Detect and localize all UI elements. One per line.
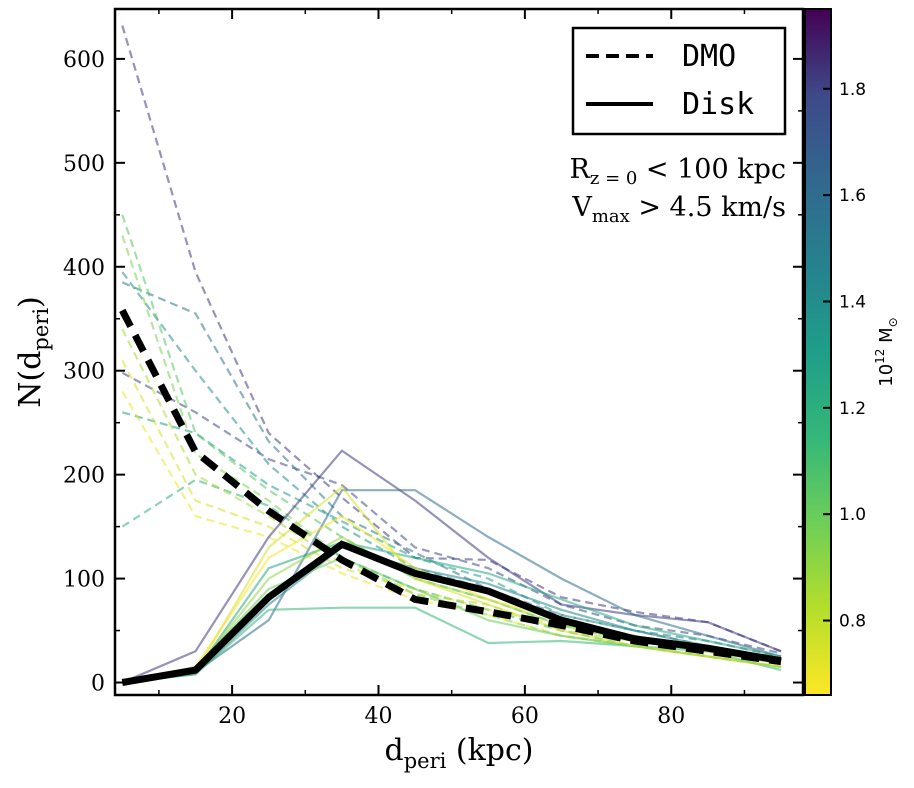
annotation-radius-cut: Rz = 0 < 100 kpc bbox=[570, 154, 786, 189]
x-tick-label: 20 bbox=[218, 704, 246, 729]
colorbar-tick-label: 1.4 bbox=[839, 292, 866, 312]
x-tick-label: 60 bbox=[511, 704, 539, 729]
x-axis-label: dperi (kpc) bbox=[385, 733, 534, 773]
y-tick-label: 500 bbox=[63, 152, 105, 177]
x-tick-label: 40 bbox=[364, 704, 392, 729]
mean-line-disk bbox=[121, 540, 782, 686]
colorbar-tick-label: 0.8 bbox=[839, 612, 866, 632]
colorbar-tick-label: 1.2 bbox=[839, 399, 866, 419]
y-tick-label: 200 bbox=[63, 464, 105, 489]
legend-box bbox=[571, 26, 787, 136]
colorbar-ticks: 0.8 1.0 1.2 1.4 1.6 1.8 bbox=[823, 80, 866, 632]
colorbar-tick-label: 1.6 bbox=[839, 186, 866, 206]
legend: DMO Disk bbox=[571, 26, 787, 136]
mean-lines bbox=[119, 308, 782, 686]
series-line-solid-11 bbox=[121, 449, 782, 684]
colorbar-gradient bbox=[804, 8, 832, 696]
mean-line-dmo bbox=[119, 308, 782, 666]
colorbar-label: 1012 M⊙ bbox=[873, 317, 900, 387]
plot-frame bbox=[113, 7, 805, 697]
y-axis-label: N(dperi) bbox=[13, 296, 53, 408]
series-line-dashed-9 bbox=[121, 359, 782, 665]
colorbar-tick-label: 1.0 bbox=[839, 505, 866, 525]
y-tick-label: 100 bbox=[63, 568, 105, 593]
series-line-solid-12 bbox=[122, 489, 782, 684]
y-axis-ticks: 0 100 200 300 400 500 600 bbox=[63, 48, 803, 697]
series-line-dashed-6 bbox=[121, 214, 782, 665]
colorbar-tick-label: 1.8 bbox=[839, 80, 866, 100]
y-tick-label: 0 bbox=[91, 672, 105, 697]
colorbar: 0.8 1.0 1.2 1.4 1.6 1.8 1012 M⊙ bbox=[804, 8, 900, 696]
y-tick-label: 300 bbox=[63, 360, 105, 385]
x-tick-label: 80 bbox=[657, 704, 685, 729]
series-line-dashed-4 bbox=[121, 411, 782, 661]
y-tick-label: 400 bbox=[63, 256, 105, 281]
series-line-dashed-0 bbox=[121, 25, 782, 653]
legend-label-dmo: DMO bbox=[682, 39, 736, 74]
series-line-dashed-1 bbox=[121, 371, 782, 655]
series-line-solid-14 bbox=[122, 541, 782, 684]
annotation-vmax-cut: Vmax > 4.5 km/s bbox=[571, 192, 786, 227]
series-line-solid-18 bbox=[122, 485, 782, 684]
y-tick-label: 600 bbox=[63, 48, 105, 73]
legend-label-disk: Disk bbox=[682, 87, 754, 122]
series-line-solid-13 bbox=[122, 546, 782, 684]
x-axis-ticks: 20 40 60 80 bbox=[158, 9, 746, 729]
